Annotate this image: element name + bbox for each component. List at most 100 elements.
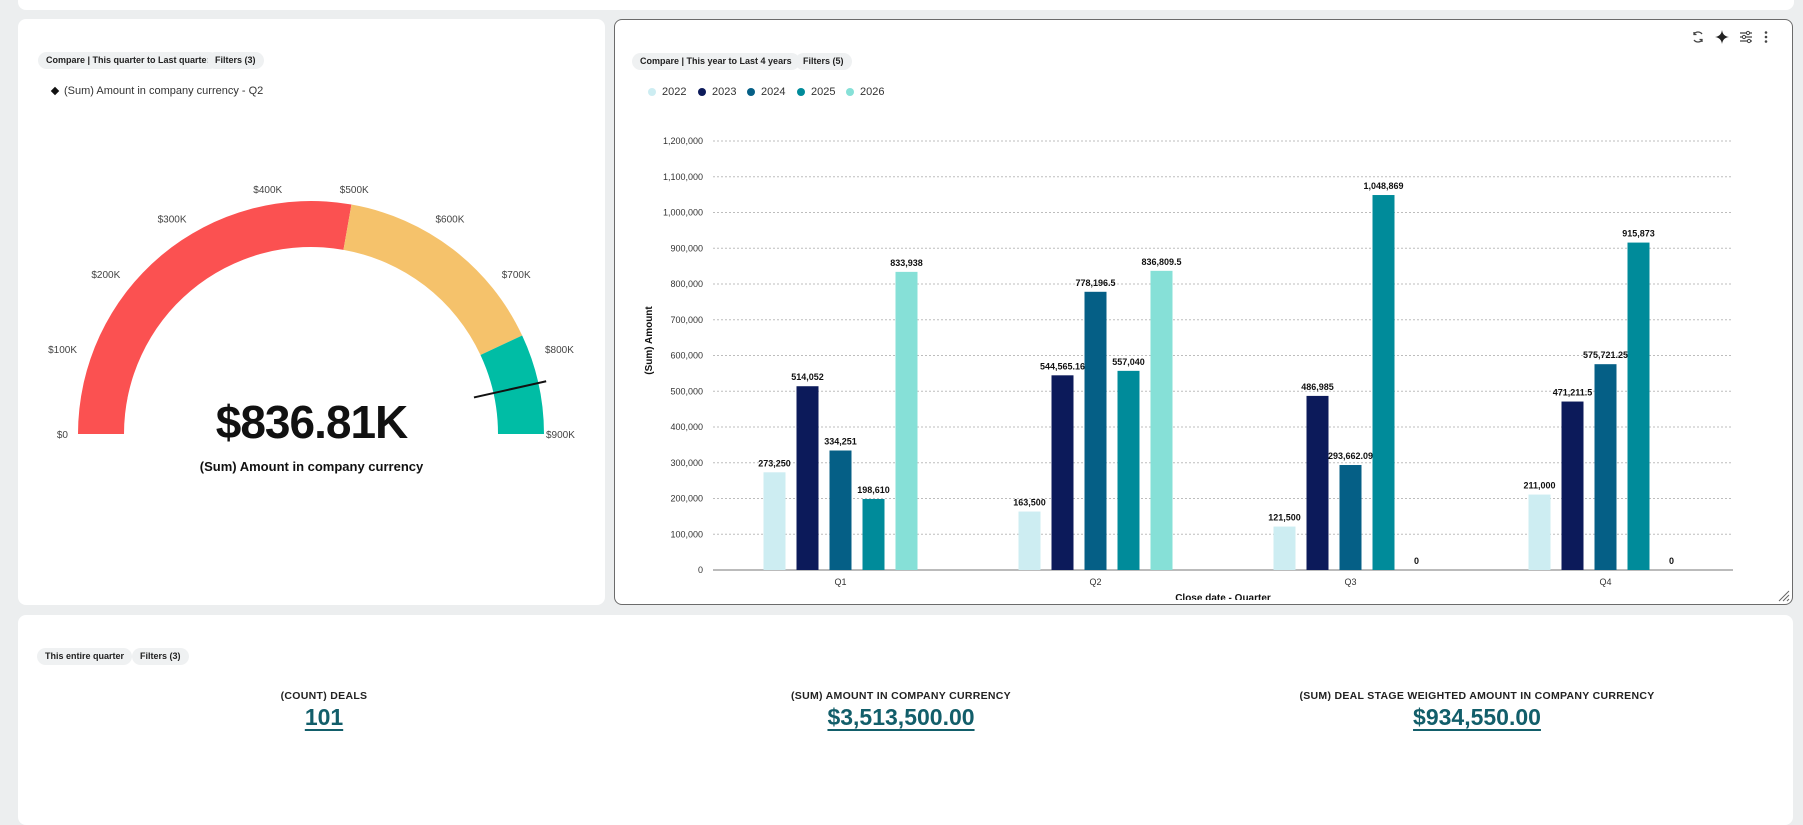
legend-swatch <box>648 88 656 96</box>
x-tick-label: Q2 <box>1089 577 1101 587</box>
y-tick-label: 1,100,000 <box>663 172 703 182</box>
legend-label: 2023 <box>712 86 737 98</box>
legend-swatch <box>846 88 854 96</box>
x-tick-label: Q4 <box>1599 577 1611 587</box>
legend-label: 2024 <box>761 86 786 98</box>
gauge-tick-label: $600K <box>436 214 465 225</box>
refresh-icon[interactable] <box>1689 30 1707 48</box>
date-range-chip[interactable]: This entire quarter <box>37 648 133 665</box>
gauge-tick-label: $100K <box>48 345 77 356</box>
legend-item-2024[interactable]: 2024 <box>747 86 785 98</box>
data-label: 0 <box>1669 556 1674 566</box>
bar-chart: 0 100,000 200,000 300,000 400,000 500,000 600,… <box>644 136 1733 600</box>
data-label: 544,565.16 <box>1040 361 1085 371</box>
gauge-chart: $0 $100K $200K $300K $400K $500K $600K $700K $80… <box>48 185 575 441</box>
bar-2024-Q3[interactable] <box>1339 465 1362 570</box>
gauge-band-0 <box>78 201 352 434</box>
x-tick-label: Q1 <box>834 577 846 587</box>
gauge-tick-label: $500K <box>340 185 369 196</box>
bar-2023-Q4[interactable] <box>1561 401 1584 570</box>
kpi-count-deals: (COUNT) DEALS 101 <box>74 690 574 731</box>
data-label: 198,610 <box>857 485 890 495</box>
data-label: 0 <box>1414 556 1419 566</box>
gauge-tick-label: $800K <box>545 345 574 356</box>
kpi-label: (SUM) AMOUNT IN COMPANY CURRENCY <box>791 690 1011 702</box>
y-tick-label: 1,200,000 <box>663 136 703 146</box>
gauge-report-card: Compare | This quarter to Last quarter F… <box>18 19 605 605</box>
y-tick-label: 0 <box>698 565 703 575</box>
bar-2024-Q4[interactable] <box>1594 364 1617 570</box>
gauge-tick-label: $200K <box>91 270 120 281</box>
data-label: 486,985 <box>1301 382 1334 392</box>
kpi-weighted-amount: (SUM) DEAL STAGE WEIGHTED AMOUNT IN COMP… <box>1227 690 1727 731</box>
y-axis-label: (Sum) Amount <box>644 306 655 375</box>
y-tick-label: 700,000 <box>670 315 703 325</box>
data-label: 514,052 <box>791 372 824 382</box>
bar-2023-Q1[interactable] <box>796 386 819 570</box>
kpi-sum-amount: (SUM) AMOUNT IN COMPANY CURRENCY $3,513,… <box>651 690 1151 731</box>
bar-2022-Q2[interactable] <box>1018 511 1041 570</box>
resize-handle[interactable] <box>1776 588 1790 602</box>
kpi-value-link[interactable]: $934,550.00 <box>1413 704 1541 730</box>
y-tick-label: 800,000 <box>670 279 703 289</box>
legend-item-2022[interactable]: 2022 <box>648 86 686 98</box>
y-tick-label: 600,000 <box>670 351 703 361</box>
bar-2024-Q1[interactable] <box>829 450 852 570</box>
legend-item-2023[interactable]: 2023 <box>698 86 736 98</box>
data-label: 273,250 <box>758 458 791 468</box>
data-label: 557,040 <box>1112 357 1145 367</box>
gauge-tick-label: $400K <box>253 185 282 196</box>
y-tick-label: 1,000,000 <box>663 208 703 218</box>
bar-2026-Q1[interactable] <box>895 271 918 570</box>
diamond-icon <box>50 86 60 96</box>
bar-2025-Q2[interactable] <box>1117 370 1140 570</box>
more-icon[interactable] <box>1757 30 1775 48</box>
filters-chip[interactable]: Filters (5) <box>795 53 852 70</box>
gauge-needle <box>473 380 547 399</box>
y-tick-label: 900,000 <box>670 243 703 253</box>
kpi-value-link[interactable]: 101 <box>304 704 344 730</box>
bar-2023-Q3[interactable] <box>1306 395 1329 570</box>
data-label: 121,500 <box>1268 513 1301 523</box>
gauge-value: $836.81K <box>215 396 409 448</box>
gauge-caption: (Sum) Amount in company currency <box>199 459 424 474</box>
bar-2023-Q2[interactable] <box>1051 375 1074 570</box>
bar-2022-Q1[interactable] <box>763 472 786 570</box>
data-label: 836,809.5 <box>1141 257 1181 267</box>
x-axis-label: Close date - Quarter <box>1175 593 1271 600</box>
bar-2025-Q4[interactable] <box>1627 242 1650 570</box>
top-report-card <box>18 0 1794 10</box>
compare-chip[interactable]: Compare | This year to Last 4 years <box>632 53 800 70</box>
bar-2024-Q2[interactable] <box>1084 291 1107 570</box>
data-label: 471,211.5 <box>1553 388 1593 398</box>
legend-label: 2026 <box>860 86 885 98</box>
legend-swatch <box>698 88 706 96</box>
compare-chip[interactable]: Compare | This quarter to Last quarter <box>38 52 219 69</box>
kpi-value-link[interactable]: $3,513,500.00 <box>827 704 975 730</box>
bar-2025-Q3[interactable] <box>1372 195 1395 570</box>
legend-item-2026[interactable]: 2026 <box>846 86 884 98</box>
data-label: 1,048,869 <box>1363 181 1403 191</box>
gauge-tick-label: $0 <box>57 430 69 441</box>
y-tick-label: 200,000 <box>670 494 703 504</box>
legend-label: 2022 <box>662 86 687 98</box>
data-label: 575,721.25 <box>1583 350 1628 360</box>
bar-2025-Q1[interactable] <box>862 498 885 570</box>
bar-2022-Q3[interactable] <box>1273 526 1296 570</box>
kpi-report-card: This entire quarter Filters (3) (COUNT) … <box>18 615 1793 825</box>
bar-2022-Q4[interactable] <box>1528 494 1551 570</box>
gauge-tick-label: $900K <box>546 430 575 441</box>
y-tick-label: 100,000 <box>670 529 703 539</box>
bar-report-card: Compare | This year to Last 4 years Filt… <box>614 19 1793 605</box>
sparkle-icon[interactable] <box>1713 30 1731 48</box>
legend-swatch <box>797 88 805 96</box>
gauge-legend[interactable]: (Sum) Amount in company currency - Q2 <box>50 85 263 97</box>
filters-chip[interactable]: Filters (3) <box>207 52 264 69</box>
data-label: 293,662.09 <box>1328 451 1373 461</box>
filters-chip[interactable]: Filters (3) <box>132 648 189 665</box>
sliders-icon[interactable] <box>1737 30 1755 48</box>
gauge-tick-label: $700K <box>502 270 531 281</box>
legend-item-2025[interactable]: 2025 <box>797 86 835 98</box>
y-tick-label: 500,000 <box>670 386 703 396</box>
bar-2026-Q2[interactable] <box>1150 270 1173 570</box>
